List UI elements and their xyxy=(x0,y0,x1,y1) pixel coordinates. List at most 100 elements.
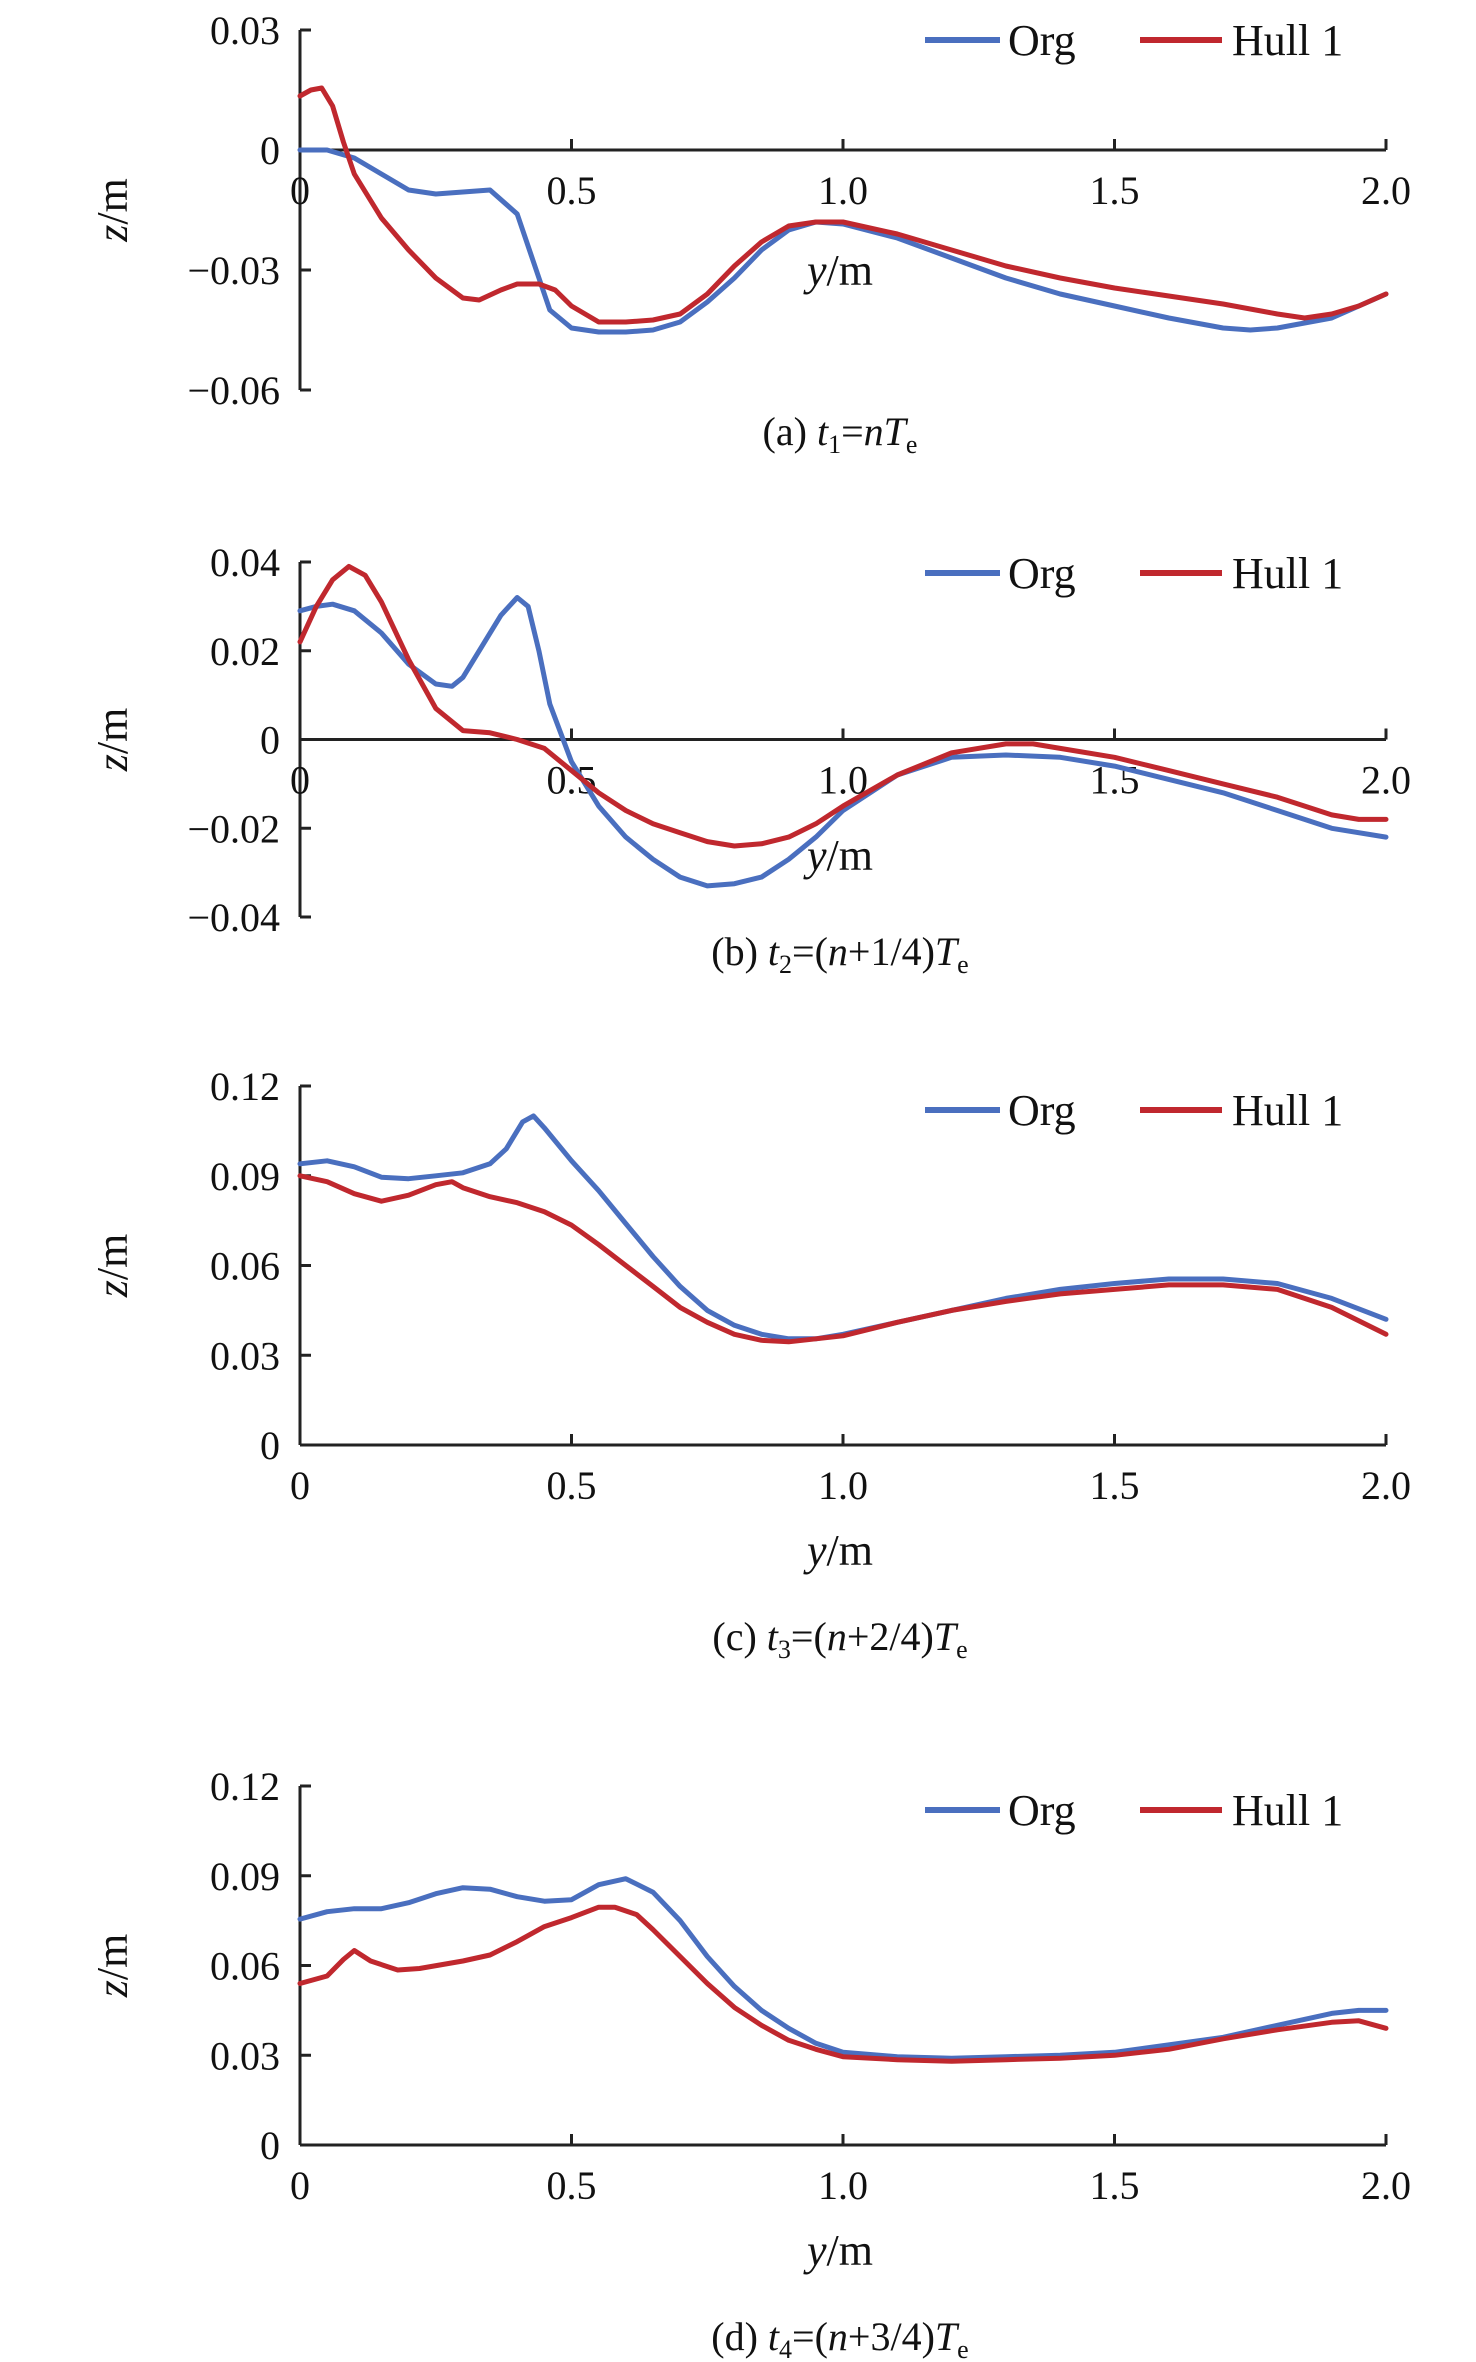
caption-prefix: (b) xyxy=(711,929,768,974)
y-axis-title-unit: /m xyxy=(88,1234,137,1280)
caption-var: T xyxy=(934,1614,959,1659)
series-line-org xyxy=(297,1113,1389,1342)
caption-text: =( xyxy=(792,2314,828,2359)
caption-var: t xyxy=(767,1614,779,1659)
y-tick-label: 0.06 xyxy=(210,1244,280,1289)
x-tick-label: 1.5 xyxy=(1090,168,1140,213)
y-tick-label: 0.03 xyxy=(210,1333,280,1378)
chart-panel-d: 0.12 0.09 0.06 0.03 00 0.5 1.0 1.5 2.0 Org Hull 1 z… xyxy=(88,1764,1411,2362)
series-line-org xyxy=(297,1876,1389,2061)
y-tick-label: 0.03 xyxy=(210,2033,280,2078)
y-axis-title-var: z xyxy=(88,225,137,243)
caption-subscript: 3 xyxy=(778,1635,791,1664)
caption-text: +1/4) xyxy=(848,929,935,974)
caption-subscript: 4 xyxy=(779,2335,792,2362)
caption-var: n xyxy=(827,1614,847,1659)
y-tick-label: 0.02 xyxy=(210,629,280,674)
caption-text: +2/4) xyxy=(847,1614,934,1659)
y-tick-label: 0.06 xyxy=(210,1944,280,1989)
y-tick-label: 0.09 xyxy=(210,1154,280,1199)
legend-label-hull-1: Hull 1 xyxy=(1232,1786,1343,1835)
panel-caption: (d) t4=(n+3/4)Te xyxy=(711,2314,968,2362)
panel-caption: (a) t1=nTe xyxy=(763,409,918,459)
caption-text: =( xyxy=(792,929,828,974)
x-axis-title-unit: /m xyxy=(827,246,873,295)
legend-label-hull-1: Hull 1 xyxy=(1232,16,1343,65)
y-tick-label: 0 xyxy=(260,128,280,173)
y-tick-label: −0.06 xyxy=(187,368,280,413)
x-axis-title: y/m xyxy=(803,1526,873,1575)
x-tick-label: 0.5 xyxy=(547,2163,597,2208)
caption-prefix: (c) xyxy=(712,1614,766,1659)
x-tick-label: 2.0 xyxy=(1361,1463,1411,1508)
caption-var: t xyxy=(768,2314,780,2359)
panel-caption: (c) t3=(n+2/4)Te xyxy=(712,1614,967,1664)
x-axis-title: y/m xyxy=(803,831,873,880)
y-tick-label: 0.12 xyxy=(210,1764,280,1809)
y-tick-label: 0.12 xyxy=(210,1064,280,1109)
y-axis-title-unit: /m xyxy=(88,1934,137,1980)
caption-subscript: e xyxy=(957,2335,969,2362)
caption-subscript: e xyxy=(906,430,918,459)
caption-subscript: e xyxy=(956,1635,968,1664)
caption-var: t xyxy=(817,409,829,454)
caption-var: n xyxy=(828,2314,848,2359)
caption-var: t xyxy=(768,929,780,974)
x-tick-label: 1.0 xyxy=(818,1463,868,1508)
caption-prefix: (d) xyxy=(711,2314,768,2359)
y-tick-label: −0.02 xyxy=(187,806,280,851)
caption-subscript: 2 xyxy=(779,950,792,979)
caption-text: +3/4) xyxy=(848,2314,935,2359)
caption-text: = xyxy=(841,409,864,454)
series-line-hull-1 xyxy=(297,85,1389,325)
x-axis-title-var: y xyxy=(803,1526,827,1575)
x-axis-title-unit: /m xyxy=(827,1526,873,1575)
x-tick-label: 0.5 xyxy=(547,1463,597,1508)
legend-label-org: Org xyxy=(1008,16,1076,65)
panel-caption: (b) t2=(n+1/4)Te xyxy=(711,929,968,979)
caption-subscript: 1 xyxy=(828,430,841,459)
y-axis-title-unit: /m xyxy=(88,178,137,224)
y-tick-label: −0.03 xyxy=(187,248,280,293)
y-axis-title-var: z xyxy=(88,754,137,772)
y-tick-label: 0 xyxy=(260,1423,280,1468)
caption-var: T xyxy=(935,929,960,974)
x-axis-title-unit: /m xyxy=(827,831,873,880)
x-tick-label: 0 xyxy=(290,758,310,803)
x-tick-label: 0 xyxy=(290,2163,310,2208)
x-tick-label: 1.0 xyxy=(818,168,868,213)
caption-var: T xyxy=(935,2314,960,2359)
y-axis-title: z/m xyxy=(88,1934,137,1999)
x-axis-title: y/m xyxy=(803,246,873,295)
y-tick-label: 0.03 xyxy=(210,8,280,53)
series-line-hull-1 xyxy=(297,1173,1389,1345)
y-tick-label: 0.09 xyxy=(210,1854,280,1899)
x-tick-label: 0 xyxy=(290,1463,310,1508)
caption-subscript: e xyxy=(957,950,969,979)
y-tick-label: 0 xyxy=(260,718,280,763)
x-tick-label: 2.0 xyxy=(1361,758,1411,803)
y-axis-title-var: z xyxy=(88,1980,137,1998)
legend-label-hull-1: Hull 1 xyxy=(1232,549,1343,598)
y-axis-title: z/m xyxy=(88,1234,137,1299)
caption-var: n xyxy=(828,929,848,974)
y-axis-title: z/m xyxy=(88,178,137,243)
legend-label-org: Org xyxy=(1008,1786,1076,1835)
y-tick-label: 0 xyxy=(260,2123,280,2168)
series-line-org xyxy=(297,595,1389,889)
x-axis-title-var: y xyxy=(803,2226,827,2275)
y-tick-label: −0.04 xyxy=(187,895,280,940)
x-tick-label: 0.5 xyxy=(547,168,597,213)
series-line-hull-1 xyxy=(297,563,1389,849)
x-tick-label: 1.5 xyxy=(1090,1463,1140,1508)
x-axis-title-var: y xyxy=(803,246,827,295)
caption-text: =( xyxy=(791,1614,827,1659)
x-tick-label: 2.0 xyxy=(1361,2163,1411,2208)
legend-label-org: Org xyxy=(1008,1086,1076,1135)
legend-label-hull-1: Hull 1 xyxy=(1232,1086,1343,1135)
y-axis-title: z/m xyxy=(88,708,137,773)
x-tick-label: 1.0 xyxy=(818,2163,868,2208)
caption-prefix: (a) xyxy=(763,409,817,454)
